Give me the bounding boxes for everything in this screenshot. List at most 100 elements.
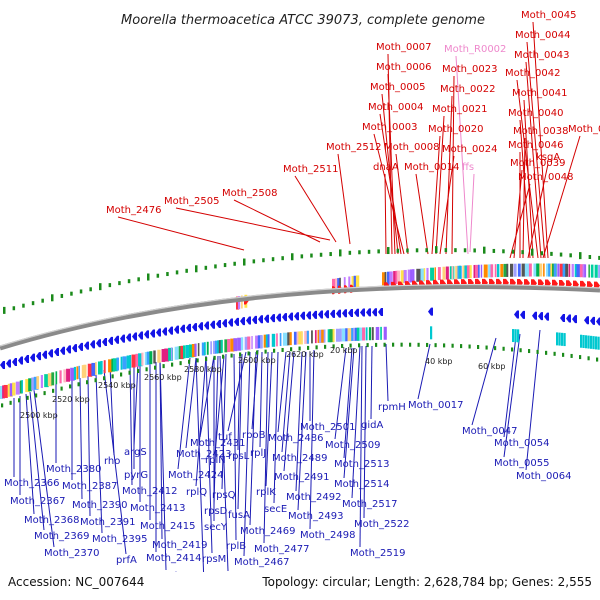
bottom-gene-label[interactable]: Moth_2391 bbox=[80, 517, 135, 528]
top-gene-label[interactable]: Moth_0007 bbox=[376, 42, 431, 53]
bottom-gene-label[interactable]: Moth_2501 bbox=[300, 422, 355, 433]
bottom-gene-label[interactable]: rho bbox=[104, 456, 120, 467]
top-gene-label[interactable]: Moth_0045 bbox=[521, 10, 576, 21]
bottom-gene-label[interactable]: Moth_2493 bbox=[288, 511, 343, 522]
bottom-gene-label[interactable]: Moth_2414 bbox=[146, 553, 201, 564]
bottom-gene-label[interactable]: Moth_2431 bbox=[190, 438, 245, 449]
bottom-gene-label[interactable]: rpsE bbox=[218, 572, 240, 583]
feature-bar bbox=[233, 338, 238, 352]
bottom-gene-label[interactable]: Moth_2370 bbox=[44, 548, 99, 559]
bottom-gene-label[interactable]: Moth_2514 bbox=[334, 479, 389, 490]
bottom-gene-label[interactable]: Moth_2419 bbox=[152, 540, 207, 551]
bottom-gene-label[interactable]: Moth_0047 bbox=[462, 426, 517, 437]
top-gene-label[interactable]: Moth_0040 bbox=[508, 108, 563, 119]
bottom-gene-label[interactable]: Moth_2366 bbox=[4, 478, 59, 489]
bottom-gene-label[interactable]: rplN bbox=[205, 455, 226, 466]
bottom-gene-label[interactable]: Moth_2492 bbox=[286, 492, 341, 503]
bottom-gene-label[interactable]: tuf bbox=[218, 432, 232, 443]
bottom-gene-label[interactable]: rplQ bbox=[186, 487, 207, 498]
top-gene-label[interactable]: Moth_0021 bbox=[432, 104, 487, 115]
bottom-gene-label[interactable]: Moth_2413 bbox=[130, 503, 185, 514]
bottom-gene-label[interactable]: Moth_2522 bbox=[354, 519, 409, 530]
top-gene-label[interactable]: Moth_0024 bbox=[442, 144, 497, 155]
bottom-gene-label[interactable]: rpsL bbox=[228, 451, 250, 462]
gene-label-leader bbox=[109, 365, 115, 456]
bottom-gene-label[interactable]: Moth_0017 bbox=[408, 400, 463, 411]
top-gene-label[interactable]: Moth_0006 bbox=[376, 62, 431, 73]
bottom-gene-label[interactable]: Moth_2390 bbox=[72, 500, 127, 511]
bottom-gene-label[interactable]: Moth_2380 bbox=[46, 464, 101, 475]
bottom-gene-label[interactable]: Moth_0054 bbox=[494, 438, 549, 449]
bottom-gene-label[interactable]: Moth_2489 bbox=[272, 453, 327, 464]
bottom-gene-label[interactable]: Moth_2416 bbox=[156, 571, 211, 582]
bottom-gene-label[interactable]: Moth_2519 bbox=[350, 548, 405, 559]
bottom-gene-label[interactable]: Moth_2491 bbox=[274, 472, 329, 483]
bottom-gene-label[interactable]: Moth_2509 bbox=[325, 440, 380, 451]
bottom-gene-label[interactable]: Moth_2387 bbox=[62, 481, 117, 492]
bottom-gene-label[interactable]: rplB bbox=[226, 541, 246, 552]
bottom-gene-label[interactable]: rplJ bbox=[250, 448, 266, 459]
top-gene-label[interactable]: Moth_0056 bbox=[568, 124, 600, 135]
top-gene-label[interactable]: Moth_0041 bbox=[512, 88, 567, 99]
map-title: Moorella thermoacetica ATCC 39073, compl… bbox=[121, 13, 485, 28]
bottom-gene-label[interactable]: pyrG bbox=[124, 470, 148, 481]
top-gene-label[interactable]: Moth_0005 bbox=[370, 82, 425, 93]
bottom-gene-label[interactable]: Moth_2477 bbox=[254, 544, 309, 555]
bottom-gene-label[interactable]: secY bbox=[204, 522, 228, 533]
bottom-gene-label[interactable]: rplM bbox=[194, 586, 216, 597]
top-gene-label[interactable]: Moth_R0002 bbox=[444, 44, 506, 55]
bottom-gene-label[interactable]: Moth_0064 bbox=[516, 471, 571, 482]
bottom-gene-label[interactable]: gidA bbox=[361, 420, 383, 431]
bottom-gene-label[interactable]: prfA bbox=[116, 555, 137, 566]
top-gene-label[interactable]: ksgA bbox=[536, 152, 560, 163]
top-gene-label[interactable]: Moth_2476 bbox=[106, 205, 161, 216]
top-gene-label[interactable]: Moth_2505 bbox=[164, 196, 219, 207]
top-gene-label[interactable]: Moth_0023 bbox=[442, 64, 497, 75]
bottom-gene-label[interactable]: secE bbox=[264, 504, 287, 515]
bottom-gene-label[interactable]: Moth_2498 bbox=[300, 530, 355, 541]
bottom-gene-label[interactable]: rpsQ bbox=[212, 490, 236, 501]
top-gene-label[interactable]: Moth_0008 bbox=[384, 142, 439, 153]
bottom-gene-label[interactable]: Moth_2424 bbox=[168, 470, 223, 481]
bottom-gene-label[interactable]: Moth_2486 bbox=[268, 433, 323, 444]
bottom-gene-label[interactable]: Moth_2369 bbox=[34, 531, 89, 542]
top-gene-label[interactable]: Moth_0038 bbox=[513, 126, 568, 137]
bottom-gene-label[interactable]: rpoB bbox=[242, 430, 266, 441]
top-gene-label[interactable]: Moth_0003 bbox=[362, 122, 417, 133]
feature-bar bbox=[112, 358, 118, 372]
top-gene-label[interactable]: dnaA bbox=[373, 162, 399, 173]
bottom-gene-label[interactable]: Moth_2415 bbox=[140, 521, 195, 532]
bottom-gene-label[interactable]: Moth_2467 bbox=[234, 557, 289, 568]
bottom-gene-label[interactable]: Moth_2469 bbox=[240, 526, 295, 537]
bottom-gene-label[interactable]: Moth_2513 bbox=[334, 459, 389, 470]
top-gene-label[interactable]: Moth_0004 bbox=[368, 102, 423, 113]
bottom-gene-label[interactable]: rplK bbox=[256, 487, 276, 498]
top-gene-label[interactable]: Moth_0039 bbox=[510, 158, 565, 169]
bottom-gene-label[interactable]: rpsD bbox=[204, 506, 228, 517]
top-gene-label[interactable]: Moth_0022 bbox=[440, 84, 495, 95]
bottom-gene-label[interactable]: fusA bbox=[228, 510, 250, 521]
bottom-gene-label[interactable]: Moth_2368 bbox=[24, 515, 79, 526]
top-gene-label[interactable]: Moth_0042 bbox=[505, 68, 560, 79]
top-gene-label[interactable]: Moth_0014 bbox=[404, 162, 459, 173]
bottom-gene-label[interactable]: Moth_0055 bbox=[494, 458, 549, 469]
bottom-gene-label[interactable]: Moth_2517 bbox=[342, 499, 397, 510]
bottom-gene-label[interactable]: rpsM bbox=[202, 554, 226, 565]
bottom-gene-label[interactable]: Moth_2412 bbox=[122, 486, 177, 497]
top-gene-label[interactable]: ffs bbox=[462, 162, 474, 173]
bottom-gene-label[interactable]: Moth_2367 bbox=[10, 496, 65, 507]
top-gene-label[interactable]: Moth_2511 bbox=[283, 164, 338, 175]
top-gene-label[interactable]: Moth_0044 bbox=[515, 30, 570, 41]
bottom-gene-label[interactable]: Moth_2395 bbox=[92, 534, 147, 545]
top-gene-label[interactable]: Moth_2508 bbox=[222, 188, 277, 199]
top-gene-label[interactable]: Moth_0048 bbox=[518, 172, 573, 183]
top-gene-label[interactable]: Moth_0046 bbox=[508, 140, 563, 151]
top-gene-label[interactable]: Moth_0020 bbox=[428, 124, 483, 135]
top-gene-label[interactable]: Moth_2512 bbox=[326, 142, 381, 153]
top-gene-label[interactable]: Moth_0043 bbox=[514, 50, 569, 61]
bottom-gene-label[interactable]: rpmH bbox=[378, 402, 406, 413]
bottom-gene-label[interactable]: Moth_2423 bbox=[176, 449, 231, 460]
bottom-gene-label[interactable]: argS bbox=[124, 447, 147, 458]
